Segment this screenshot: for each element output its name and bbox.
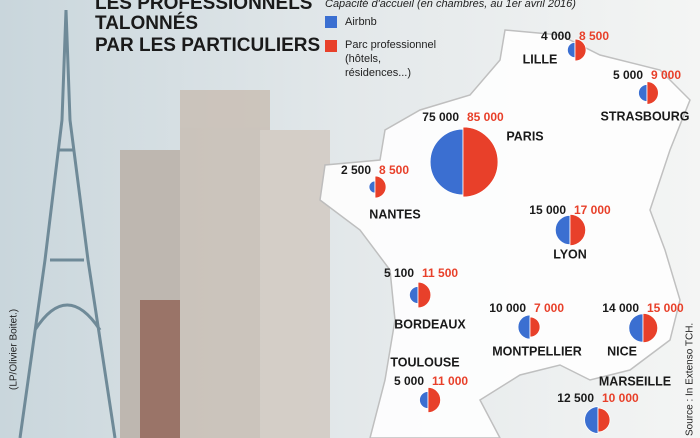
city-name: STRASBOURG (601, 109, 690, 123)
airbnb-half (554, 214, 571, 246)
airbnb-value: 5 000 (394, 374, 424, 388)
city-name: MARSEILLE (599, 374, 671, 388)
airbnb-value: 75 000 (422, 110, 459, 124)
airbnb-value: 10 000 (489, 301, 526, 315)
city-name: LYON (553, 247, 587, 261)
legend-label: résidences...) (345, 67, 411, 79)
pro-value: 9 000 (651, 68, 681, 82)
pro-half (646, 81, 659, 105)
france-map (319, 29, 691, 438)
pro-half (574, 38, 587, 62)
eiffel-tower (18, 9, 117, 438)
city-name: NANTES (369, 207, 420, 221)
pro-value: 8 500 (579, 29, 609, 43)
legend-label: Airbnb (345, 16, 377, 28)
pro-value: 7 000 (534, 301, 564, 315)
legend-label: Parc professionnel (345, 39, 436, 51)
airbnb-half (628, 313, 644, 343)
airbnb-half (409, 286, 419, 304)
airbnb-value: 12 500 (557, 391, 594, 405)
airbnb-value: 5 000 (613, 68, 643, 82)
legend-swatch (325, 40, 337, 52)
pro-half (569, 213, 586, 247)
airbnb-half (429, 128, 464, 196)
city-name: LILLE (523, 52, 558, 66)
pro-value: 10 000 (602, 391, 639, 405)
pro-value: 11 500 (422, 266, 458, 280)
pro-value: 15 000 (647, 301, 684, 315)
pro-value: 17 000 (574, 203, 611, 217)
pro-value: 85 000 (467, 110, 504, 124)
city-name: MONTPELLIER (492, 344, 582, 358)
pro-half (642, 312, 659, 344)
airbnb-value: 4 000 (541, 29, 571, 43)
airbnb-value: 5 100 (384, 266, 414, 280)
airbnb-value: 15 000 (529, 203, 566, 217)
city-name: PARIS (506, 129, 543, 143)
pro-half (427, 387, 441, 413)
title-line: PAR LES PARTICULIERS (95, 35, 320, 56)
pro-half (374, 175, 387, 199)
airbnb-half (517, 314, 531, 340)
pro-half (597, 407, 611, 433)
photo-credit: (LP/Olivier Boitet.) (9, 309, 20, 390)
city-name: BORDEAUX (394, 317, 466, 331)
buildings (120, 90, 330, 438)
title-line: LES PROFESSIONNELS (95, 0, 312, 14)
airbnb-value: 2 500 (341, 163, 371, 177)
pro-half (417, 281, 432, 309)
pro-value: 11 000 (432, 374, 468, 388)
airbnb-value: 14 000 (602, 301, 639, 315)
legend-swatch (325, 16, 337, 28)
city-name: TOULOUSE (390, 355, 459, 369)
pro-half (462, 126, 499, 198)
legend-label: (hôtels, (345, 53, 381, 65)
airbnb-half (638, 84, 648, 102)
title-line: TALONNÉS (95, 12, 198, 34)
pro-half (529, 316, 541, 338)
airbnb-half (567, 42, 576, 58)
city-name: NICE (607, 344, 637, 358)
airbnb-half (419, 391, 429, 409)
source: Source : In Extenso TCH. (685, 323, 696, 436)
legend-caption: Capacité d'accueil (en chambres, au 1er … (325, 0, 576, 10)
airbnb-half (584, 406, 599, 434)
pro-value: 8 500 (379, 163, 409, 177)
